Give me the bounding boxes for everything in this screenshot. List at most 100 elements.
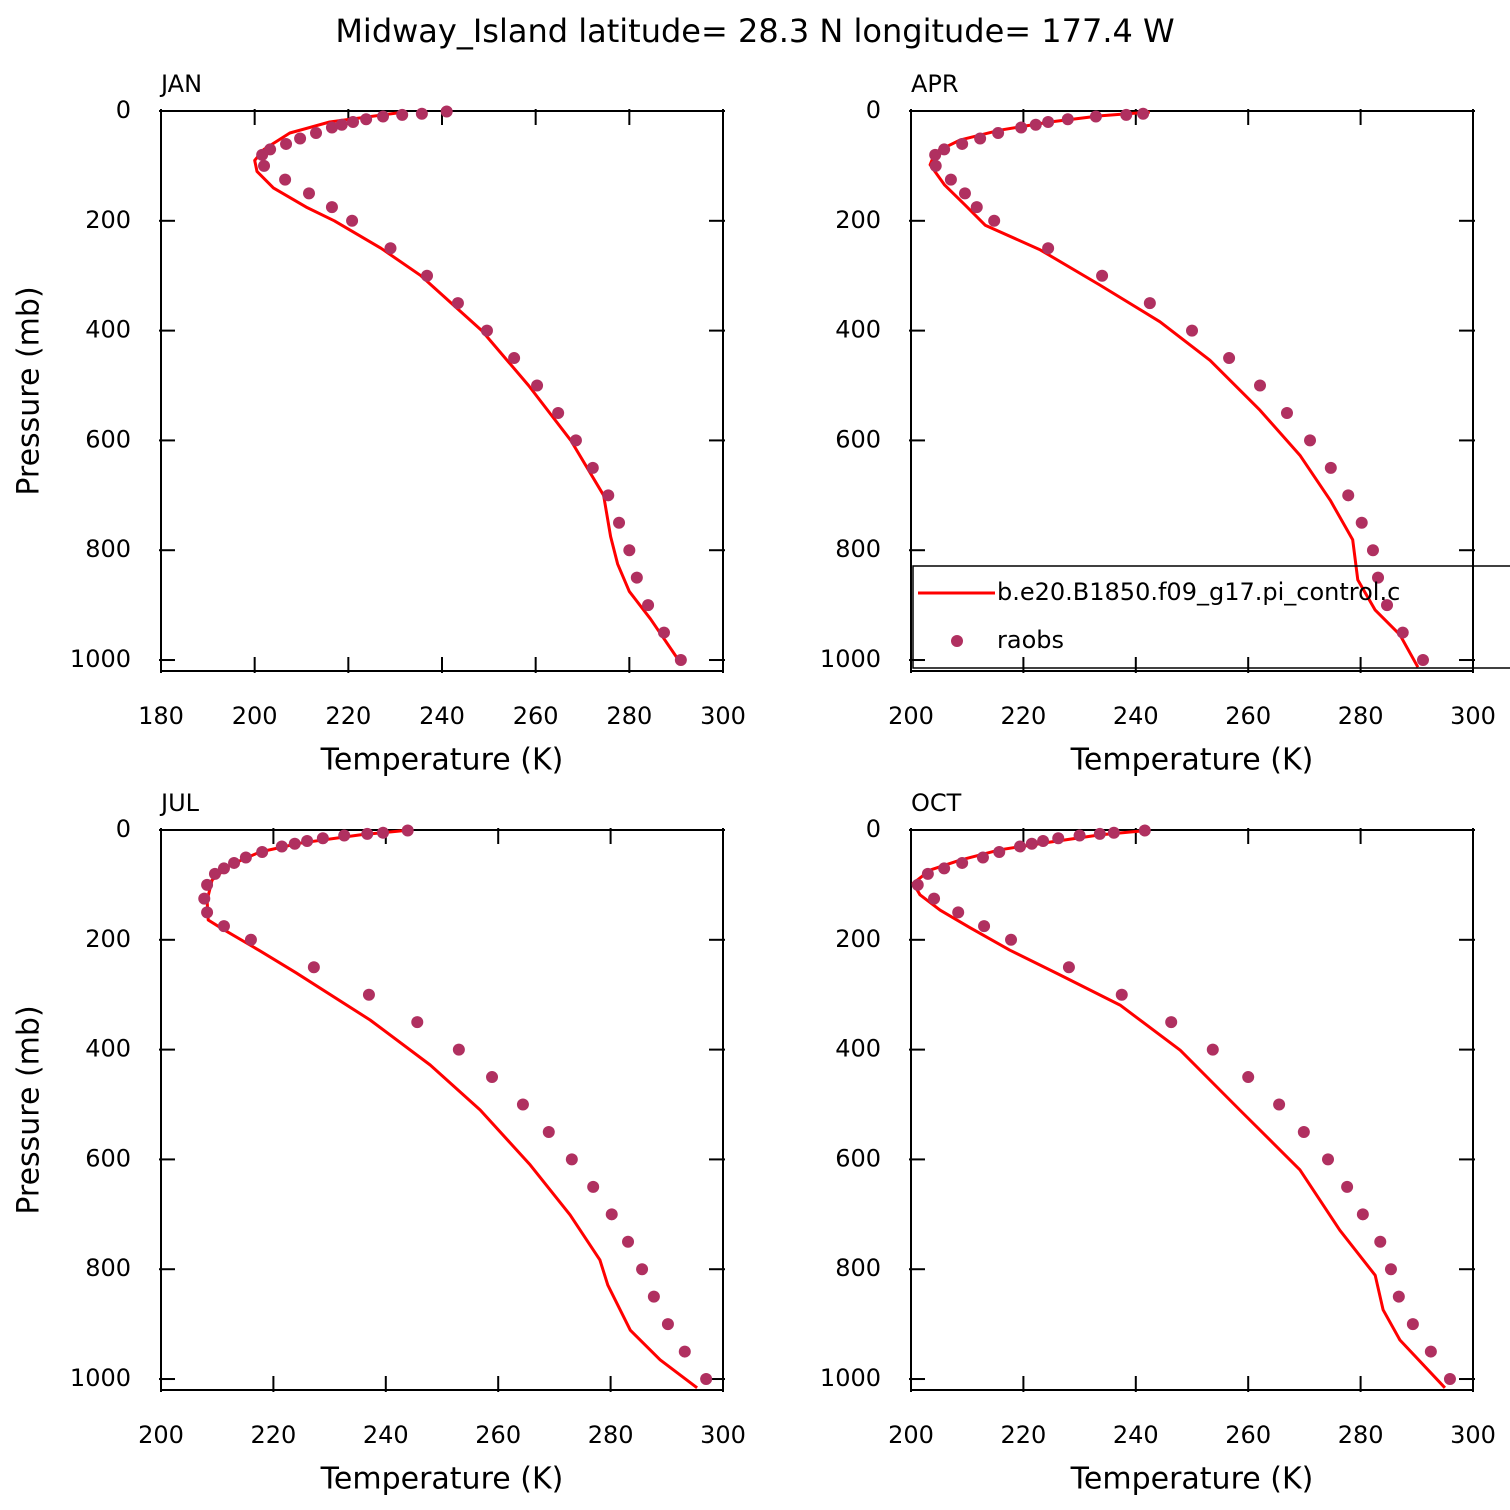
obs-point xyxy=(411,1016,424,1029)
x-axis-label: Temperature (K) xyxy=(320,1462,564,1497)
obs-point xyxy=(938,143,951,156)
plot-frame xyxy=(910,829,1474,1391)
y-axis-label: Pressure (mb) xyxy=(12,286,47,495)
obs-point xyxy=(678,1345,691,1358)
y-tick-label: 800 xyxy=(85,535,131,563)
y-tick-label: 1000 xyxy=(820,1364,881,1392)
obs-point xyxy=(294,132,307,145)
obs-point xyxy=(347,115,360,128)
obs-point xyxy=(198,892,211,905)
obs-point xyxy=(921,867,934,880)
obs-point xyxy=(928,892,941,905)
legend-box xyxy=(912,565,1510,669)
x-tick-label: 280 xyxy=(1338,1421,1384,1449)
obs-point xyxy=(978,920,991,933)
obs-point xyxy=(1242,1071,1255,1084)
obs-point xyxy=(587,1180,600,1193)
obs-point xyxy=(1443,1373,1456,1386)
x-axis-label: Temperature (K) xyxy=(1070,743,1314,778)
obs-point xyxy=(605,1208,618,1221)
obs-point xyxy=(316,832,329,845)
obs-point xyxy=(661,1318,674,1331)
y-tick-label: 1000 xyxy=(70,1364,131,1392)
y-tick-label: 600 xyxy=(85,425,131,453)
obs-point xyxy=(201,906,214,919)
obs-point xyxy=(1424,1345,1437,1358)
obs-point xyxy=(244,933,257,946)
obs-point xyxy=(613,516,626,529)
obs-point xyxy=(1015,121,1028,134)
y-tick-label: 600 xyxy=(835,1144,881,1172)
obs-point xyxy=(569,434,582,447)
y-tick-label: 400 xyxy=(85,1035,131,1063)
obs-point xyxy=(911,878,924,891)
y-tick-label: 800 xyxy=(835,1254,881,1282)
obs-point xyxy=(440,105,453,118)
obs-point xyxy=(586,461,599,474)
obs-point xyxy=(1107,826,1120,839)
obs-point xyxy=(256,148,269,161)
obs-point xyxy=(325,121,338,134)
obs-point xyxy=(1005,933,1018,946)
obs-point xyxy=(552,406,565,419)
obs-point xyxy=(228,856,241,869)
obs-point xyxy=(1042,242,1055,255)
obs-point xyxy=(1186,324,1198,337)
obs-point xyxy=(647,1290,660,1303)
x-tick-label: 220 xyxy=(1000,702,1046,730)
obs-point xyxy=(1416,654,1429,667)
obs-point xyxy=(1372,571,1385,584)
obs-point xyxy=(929,148,942,161)
x-tick-label: 240 xyxy=(363,1421,409,1449)
x-tick-label: 260 xyxy=(1225,702,1271,730)
obs-point xyxy=(657,626,670,639)
obs-point xyxy=(335,118,348,131)
x-tick-label: 200 xyxy=(138,1421,184,1449)
obs-point xyxy=(1115,988,1128,1001)
y-tick-label: 0 xyxy=(866,96,881,124)
x-tick-label: 300 xyxy=(1450,702,1496,730)
obs-point xyxy=(415,107,428,120)
obs-point xyxy=(970,201,983,214)
x-tick-label: 220 xyxy=(1000,1421,1046,1449)
obs-point xyxy=(674,654,687,667)
obs-point xyxy=(384,242,397,255)
x-tick-label: 300 xyxy=(700,1421,746,1449)
obs-point xyxy=(208,867,221,880)
obs-point xyxy=(1061,113,1074,126)
y-tick-label: 0 xyxy=(116,815,131,843)
y-tick-label: 0 xyxy=(866,815,881,843)
x-tick-label: 200 xyxy=(888,1421,934,1449)
obs-point xyxy=(1025,837,1038,850)
model-line xyxy=(205,828,699,1389)
x-tick-label: 280 xyxy=(1338,702,1384,730)
legend-label: raobs xyxy=(997,626,1064,654)
x-tick-label: 240 xyxy=(1113,1421,1159,1449)
obs-point xyxy=(302,187,315,200)
obs-point xyxy=(1374,1235,1387,1248)
obs-point xyxy=(1029,118,1042,131)
y-tick-label: 200 xyxy=(85,925,131,953)
x-tick-label: 200 xyxy=(232,702,278,730)
obs-point xyxy=(974,132,987,145)
obs-point xyxy=(1322,1153,1335,1166)
obs-point xyxy=(1014,840,1027,853)
obs-point xyxy=(376,110,389,123)
obs-point xyxy=(361,827,374,840)
obs-point xyxy=(288,837,301,850)
x-tick-label: 260 xyxy=(513,702,559,730)
panel-title: OCT xyxy=(911,789,962,817)
obs-point xyxy=(988,214,1001,227)
obs-point xyxy=(1396,626,1409,639)
obs-point xyxy=(700,1373,713,1386)
obs-point xyxy=(1304,434,1317,447)
obs-point xyxy=(944,173,957,186)
obs-point xyxy=(1042,115,1055,128)
obs-point xyxy=(630,571,643,584)
obs-point xyxy=(258,159,271,172)
obs-point xyxy=(452,1043,465,1056)
obs-point xyxy=(396,108,409,121)
obs-point xyxy=(217,920,230,933)
obs-point xyxy=(421,269,434,282)
